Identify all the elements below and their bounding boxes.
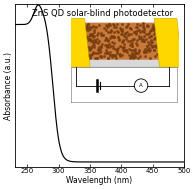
Text: ZnS QD solar-blind photodetector: ZnS QD solar-blind photodetector bbox=[32, 9, 173, 18]
Y-axis label: Absorbance (a.u.): Absorbance (a.u.) bbox=[4, 52, 13, 120]
X-axis label: Wavelength (nm): Wavelength (nm) bbox=[66, 176, 132, 185]
